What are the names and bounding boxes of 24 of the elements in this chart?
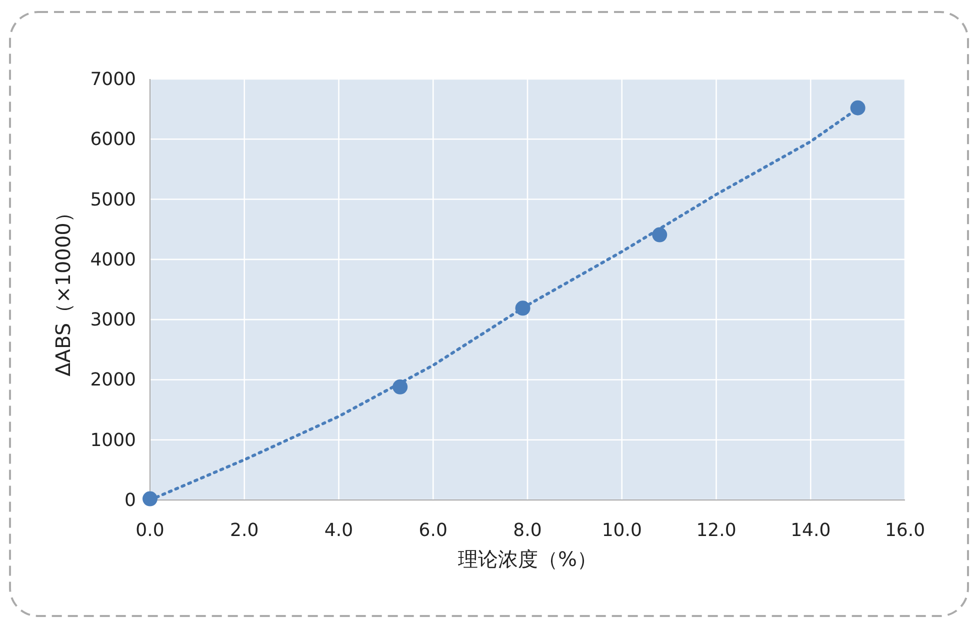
point (515, 300, 530, 316)
y-tick-label: 5000 (90, 189, 136, 210)
x-tick-label: 0.0 (136, 520, 164, 541)
y-axis-title: ΔABS（×10000） (51, 202, 75, 376)
x-tick-label: 10.0 (602, 520, 642, 541)
point (850, 100, 866, 116)
x-tick-label: 16.0 (884, 520, 926, 541)
x-tick-label: 14.0 (790, 520, 831, 541)
point (652, 227, 668, 242)
x-tick-label: 6.0 (418, 520, 448, 541)
y-tick-label: 4000 (90, 249, 136, 270)
y-tick-label: 2000 (90, 370, 136, 391)
y-tick-label: 7000 (90, 69, 136, 90)
x-tick-label: 12.0 (696, 520, 736, 541)
point (142, 491, 158, 506)
y-tick-label: 6000 (90, 129, 136, 150)
x-tick-label: 2.0 (230, 520, 259, 541)
x-axis-title: 理论浓度（%） (458, 547, 598, 571)
y-tick-label: 3000 (90, 310, 136, 331)
y-tick-label: 0 (124, 490, 136, 511)
x-tick-label: 4.0 (324, 520, 354, 541)
y-tick-label: 1000 (90, 430, 136, 451)
x-tick-label: 8.0 (513, 520, 542, 541)
point (392, 379, 408, 394)
